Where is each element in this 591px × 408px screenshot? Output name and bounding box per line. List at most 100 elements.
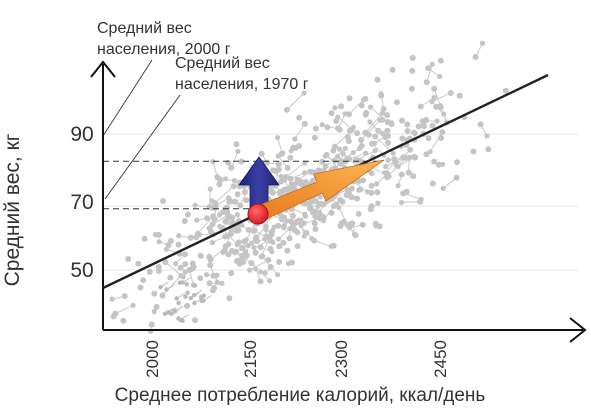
data-point: [228, 229, 234, 235]
data-point: [209, 240, 216, 246]
point-link: [194, 297, 203, 304]
data-point: [330, 242, 337, 249]
data-point: [394, 99, 400, 106]
data-point: [363, 109, 370, 116]
point-link: [339, 148, 358, 168]
data-point: [376, 223, 383, 230]
data-point: [160, 198, 167, 204]
data-point: [267, 278, 273, 284]
data-point: [258, 150, 265, 157]
data-point: [375, 127, 382, 134]
data-point: [335, 125, 342, 132]
data-point: [267, 237, 274, 244]
data-point: [312, 213, 319, 220]
data-point: [276, 243, 283, 250]
data-point: [367, 104, 374, 110]
data-point: [374, 189, 381, 196]
data-point: [384, 112, 391, 118]
data-point: [207, 262, 214, 269]
data-point: [207, 256, 214, 263]
data-point: [425, 65, 432, 72]
data-point: [197, 275, 204, 282]
point-link: [197, 215, 214, 234]
data-point: [399, 135, 406, 142]
data-point: [290, 221, 297, 228]
data-point: [404, 121, 411, 128]
data-point: [231, 177, 237, 184]
data-point: [225, 212, 232, 219]
data-point: [322, 153, 328, 159]
point-link: [249, 259, 269, 271]
data-point: [384, 127, 391, 134]
data-point: [353, 157, 360, 164]
data-point: [284, 164, 291, 171]
data-point: [311, 220, 318, 227]
data-point: [221, 247, 228, 254]
data-point: [319, 213, 326, 220]
data-point: [275, 272, 281, 278]
data-point: [275, 236, 282, 242]
data-point: [372, 133, 379, 140]
point-link: [396, 149, 411, 166]
data-point: [429, 122, 436, 129]
data-point: [148, 321, 155, 328]
data-point: [177, 264, 184, 271]
data-point: [296, 143, 303, 149]
data-point: [146, 268, 153, 275]
data-point: [409, 67, 416, 74]
data-point: [264, 159, 270, 165]
point-link: [340, 148, 360, 163]
x-axis-arrow: [569, 317, 587, 343]
data-point: [324, 124, 331, 131]
data-point: [226, 241, 232, 247]
data-point: [225, 251, 232, 258]
data-point: [172, 309, 177, 314]
data-point: [130, 302, 136, 308]
data-point: [269, 249, 275, 255]
data-point: [263, 227, 269, 233]
point-link: [315, 201, 328, 217]
data-point: [389, 66, 396, 73]
data-point: [184, 282, 189, 287]
data-point: [121, 293, 128, 300]
data-point: [151, 309, 157, 315]
data-point: [485, 146, 492, 153]
data-point: [378, 92, 385, 99]
data-point: [262, 270, 268, 276]
data-point: [223, 233, 230, 240]
point-link: [162, 275, 182, 296]
data-point: [395, 183, 401, 189]
data-point: [258, 254, 264, 260]
y-tick-label: 50: [70, 259, 93, 282]
data-point: [437, 57, 444, 64]
data-point: [228, 164, 235, 171]
data-point: [275, 161, 282, 168]
data-point: [185, 290, 190, 295]
data-point: [241, 238, 248, 245]
data-point: [302, 179, 309, 185]
data-point: [425, 135, 432, 142]
point-link: [439, 105, 448, 123]
data-point: [342, 145, 348, 152]
data-point: [301, 120, 308, 127]
annotation-leader: [104, 94, 181, 200]
data-point: [346, 127, 353, 134]
point-link: [429, 131, 443, 152]
data-point: [502, 87, 509, 94]
data-point: [342, 111, 348, 117]
data-point: [230, 183, 237, 190]
data-point: [180, 318, 185, 323]
data-point: [211, 216, 218, 223]
data-point: [277, 189, 283, 196]
data-point: [182, 251, 189, 258]
point-link: [294, 123, 306, 140]
data-point: [210, 287, 216, 294]
data-point: [283, 174, 290, 181]
origin-point: [247, 203, 269, 225]
data-point: [438, 135, 445, 141]
data-point: [379, 116, 386, 123]
data-point: [306, 201, 313, 208]
data-point: [368, 182, 375, 189]
data-point: [237, 202, 244, 209]
